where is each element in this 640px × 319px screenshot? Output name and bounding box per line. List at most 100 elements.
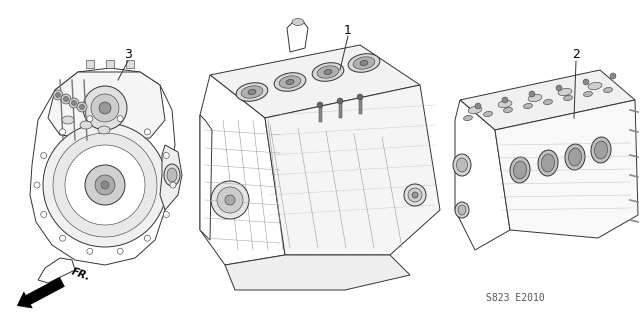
Circle shape [583,79,589,85]
Ellipse shape [524,103,532,108]
Ellipse shape [217,187,243,213]
Ellipse shape [62,116,74,124]
Circle shape [475,103,481,109]
Circle shape [53,90,63,100]
Ellipse shape [504,108,513,113]
Circle shape [77,102,87,112]
Ellipse shape [317,66,339,78]
Circle shape [610,73,616,79]
Circle shape [99,102,111,114]
Circle shape [85,165,125,205]
Circle shape [72,100,77,106]
Ellipse shape [595,141,607,159]
Ellipse shape [167,168,177,182]
Ellipse shape [360,60,368,66]
Ellipse shape [453,154,471,176]
Circle shape [91,94,119,122]
Circle shape [60,235,66,241]
Ellipse shape [408,188,422,202]
Ellipse shape [565,144,585,170]
Ellipse shape [236,83,268,101]
Ellipse shape [211,181,249,219]
Ellipse shape [510,157,530,183]
Polygon shape [225,255,410,290]
Circle shape [79,105,84,109]
Circle shape [117,248,123,254]
Ellipse shape [241,86,263,98]
Ellipse shape [279,76,301,88]
Circle shape [60,129,66,135]
Circle shape [170,182,176,188]
Polygon shape [460,70,635,130]
Circle shape [502,97,508,103]
Ellipse shape [274,73,306,91]
Text: FR.: FR. [70,266,92,282]
Ellipse shape [541,154,554,172]
Circle shape [61,94,71,104]
Circle shape [145,129,150,135]
Ellipse shape [543,100,552,105]
Ellipse shape [286,79,294,85]
Ellipse shape [80,121,92,129]
Circle shape [117,116,123,122]
Ellipse shape [591,137,611,163]
Circle shape [163,152,169,159]
Polygon shape [210,45,420,118]
Polygon shape [160,145,182,210]
Polygon shape [38,258,75,283]
Ellipse shape [604,87,612,93]
Circle shape [556,85,562,91]
Ellipse shape [458,205,466,215]
Circle shape [43,123,167,247]
Ellipse shape [568,148,582,166]
Circle shape [41,211,47,218]
Circle shape [65,145,145,225]
Ellipse shape [456,158,467,172]
Circle shape [87,248,93,254]
Ellipse shape [225,195,235,205]
Bar [126,60,134,68]
Circle shape [69,98,79,108]
Bar [106,60,114,68]
Ellipse shape [404,184,426,206]
Ellipse shape [588,82,602,90]
Polygon shape [265,85,440,255]
Polygon shape [287,20,308,52]
Ellipse shape [248,89,256,94]
Text: 2: 2 [572,48,580,62]
Ellipse shape [455,202,469,218]
Circle shape [56,93,61,98]
Circle shape [87,116,93,122]
Circle shape [63,97,68,101]
Circle shape [95,175,115,195]
Bar [339,103,342,118]
Circle shape [163,211,169,218]
Circle shape [357,94,363,100]
Ellipse shape [348,54,380,72]
Ellipse shape [484,111,492,116]
Circle shape [34,182,40,188]
Circle shape [317,102,323,108]
Circle shape [337,98,343,104]
Circle shape [529,91,535,97]
Polygon shape [495,100,638,238]
Ellipse shape [164,164,180,186]
Circle shape [83,86,127,130]
Ellipse shape [412,192,418,198]
Ellipse shape [558,88,572,96]
Ellipse shape [528,94,542,102]
Ellipse shape [584,92,593,97]
Polygon shape [200,75,285,265]
Polygon shape [30,68,175,265]
Polygon shape [200,115,212,240]
Bar [358,99,362,114]
FancyArrow shape [17,278,65,308]
Ellipse shape [463,115,472,121]
Text: 1: 1 [344,24,352,36]
Text: 3: 3 [124,48,132,62]
Circle shape [41,152,47,159]
Bar [86,60,94,68]
Circle shape [101,181,109,189]
Ellipse shape [292,19,304,26]
Polygon shape [455,100,510,250]
